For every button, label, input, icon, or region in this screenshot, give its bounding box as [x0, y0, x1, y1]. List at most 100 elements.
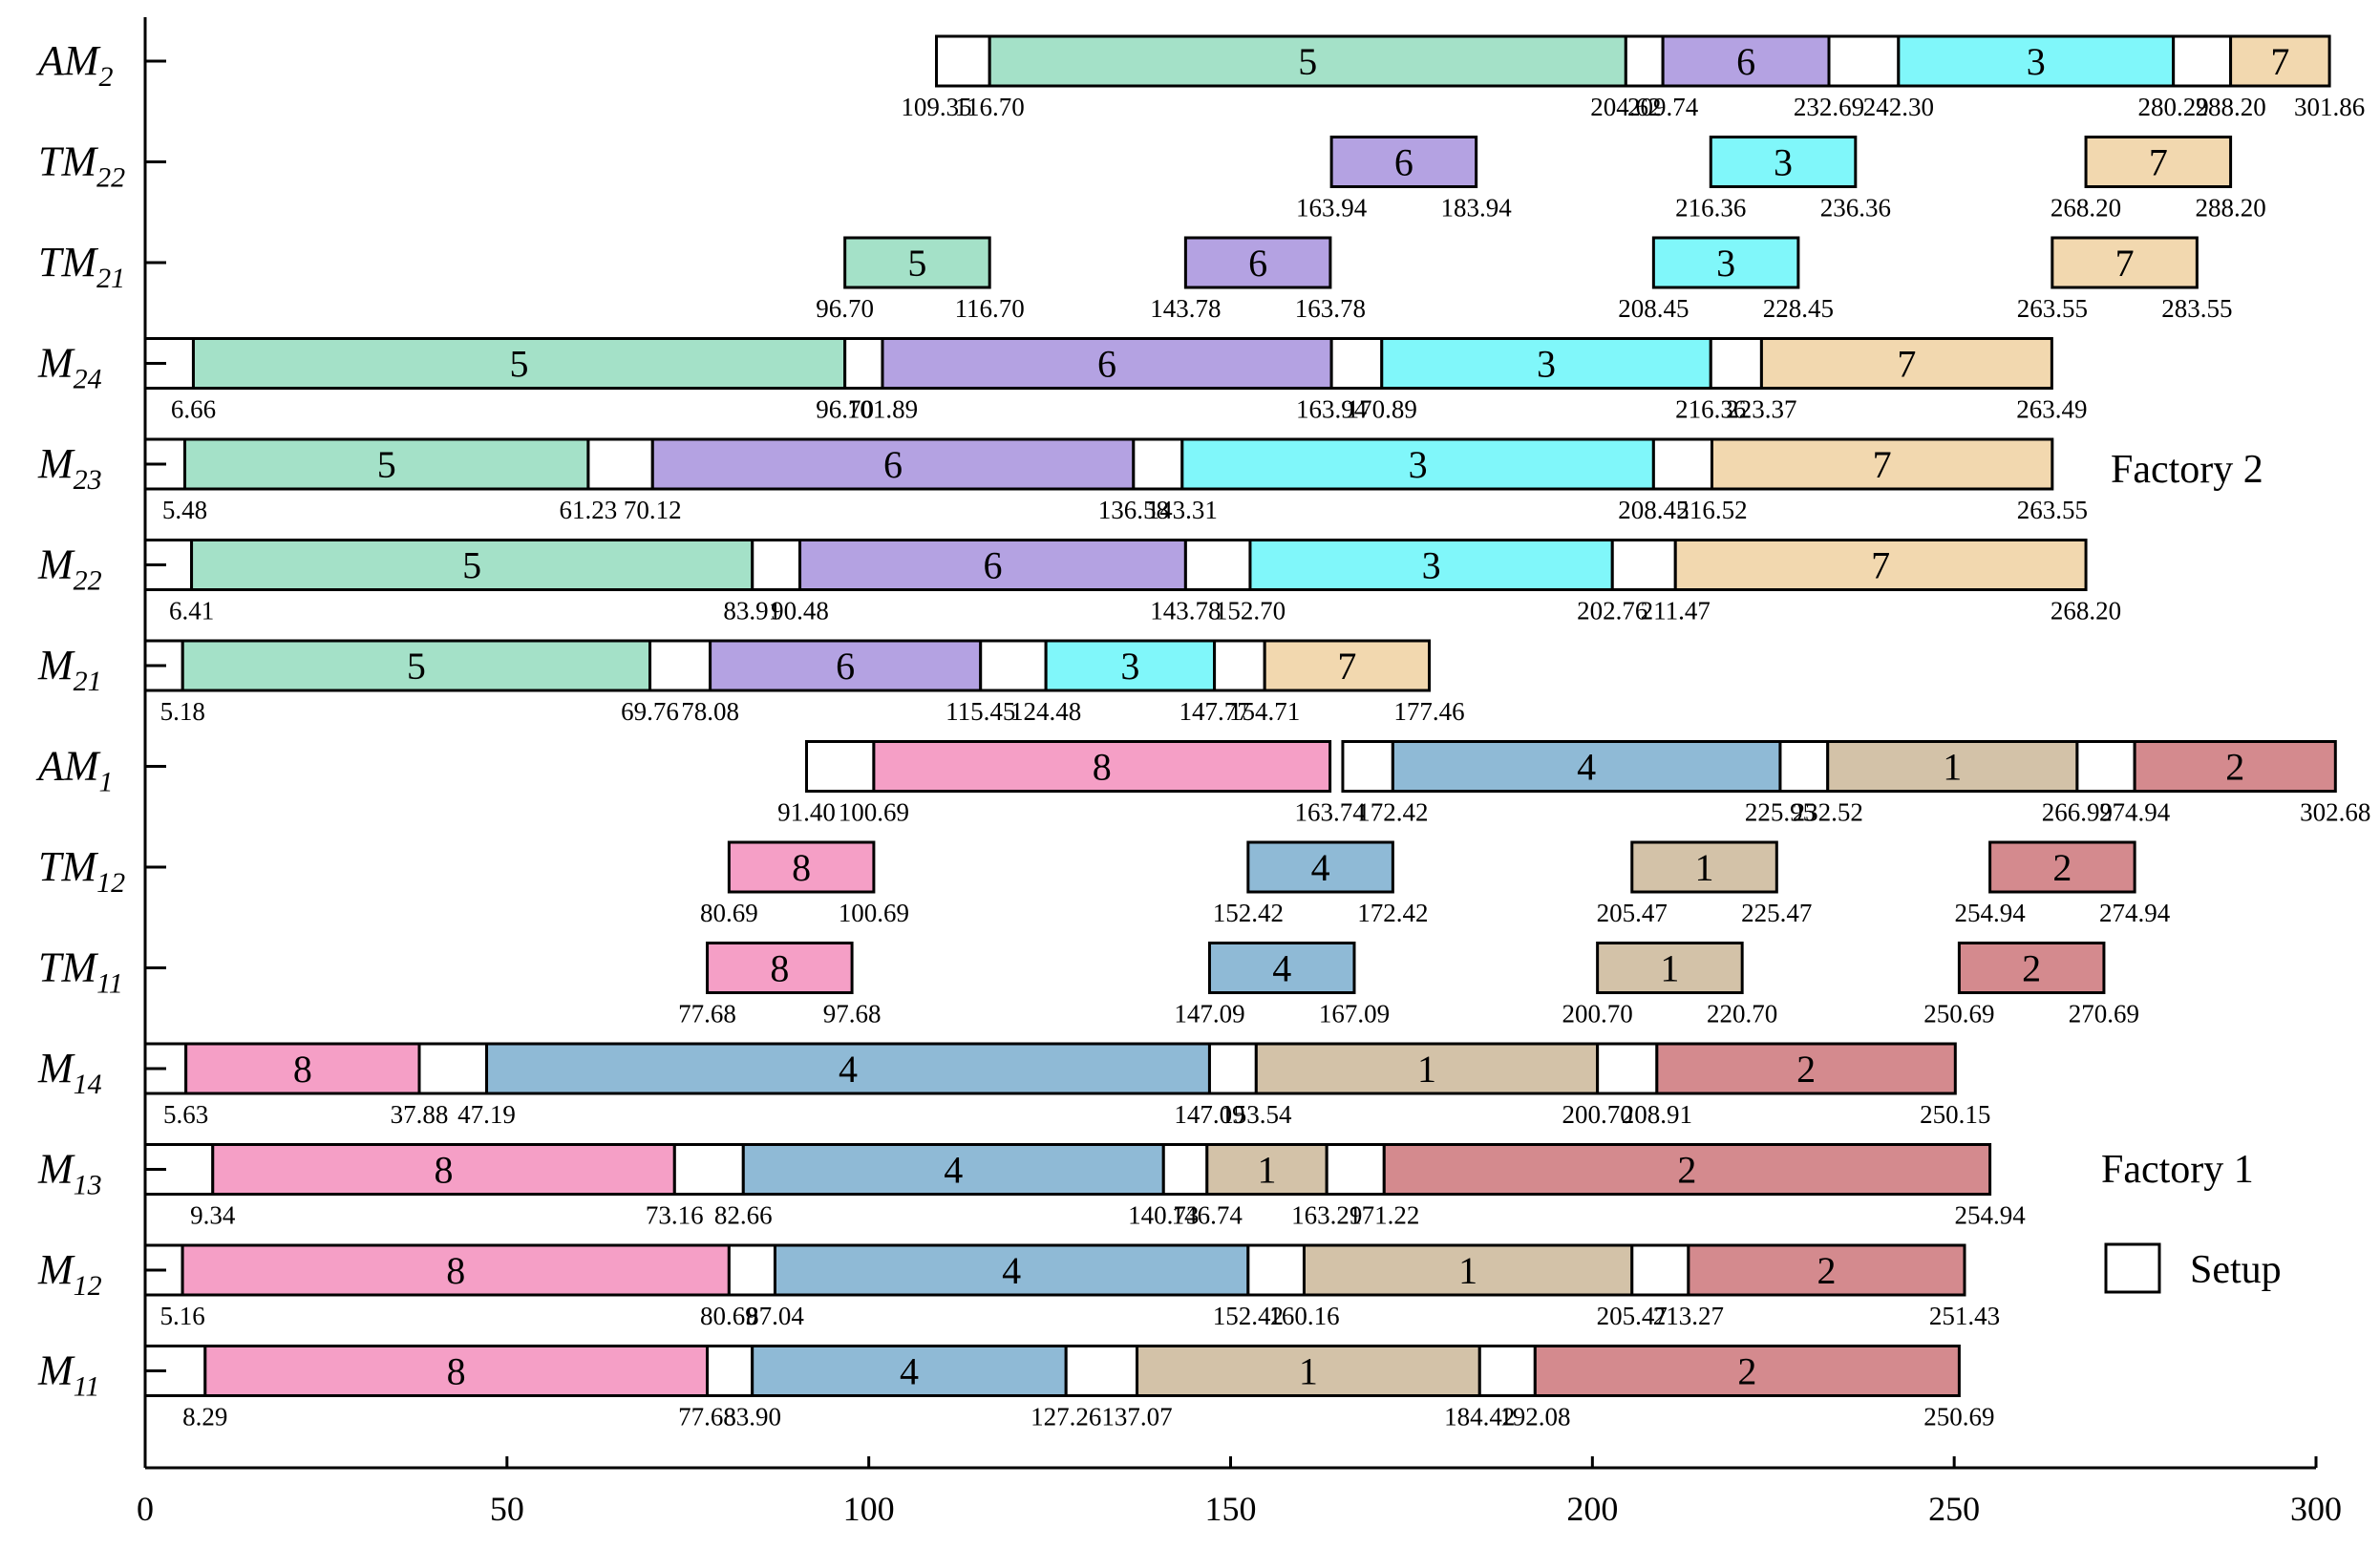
time-label: 143.31 [1147, 496, 1218, 524]
time-label: 208.91 [1622, 1100, 1692, 1129]
time-label: 147.77 [1179, 697, 1249, 726]
time-label: 80.69 [700, 899, 758, 927]
job-4-bar [1391, 740, 1782, 793]
setup-bar [805, 740, 876, 793]
time-label: 5.18 [160, 697, 205, 726]
setup-bar [1651, 437, 1713, 491]
time-label: 91.40 [777, 798, 836, 827]
time-label: 172.42 [1357, 899, 1428, 927]
time-label: 200.70 [1562, 1100, 1633, 1129]
job-7-bar [1710, 437, 2054, 491]
job-3-bar [1897, 34, 2176, 88]
time-label: 101.89 [847, 395, 918, 424]
job-4-bar [741, 1143, 1165, 1196]
time-label: 140.73 [1128, 1201, 1199, 1230]
time-label: 6.66 [171, 395, 216, 424]
job-2-bar [1655, 1042, 1957, 1095]
time-label: 254.94 [1954, 899, 2026, 927]
time-label: 216.52 [1676, 496, 1747, 524]
job-label: 4 [1577, 746, 1596, 789]
time-label: 90.48 [771, 597, 829, 626]
time-label: 163.94 [1296, 395, 1368, 424]
time-label: 242.30 [1863, 93, 1934, 121]
job-5-bar [183, 437, 590, 491]
job-label: 1 [1458, 1249, 1477, 1292]
job-3-bar [1248, 539, 1614, 591]
job-label: 7 [1337, 645, 1356, 688]
row-label: TM12 [38, 843, 125, 899]
time-label: 251.43 [1929, 1302, 2000, 1330]
job-label: 6 [1097, 343, 1116, 386]
time-label: 274.94 [2099, 899, 2171, 927]
job-8-bar [181, 1243, 731, 1297]
job-3-bar [1044, 639, 1217, 692]
time-label: 115.45 [946, 697, 1015, 726]
job-label: 7 [1871, 544, 1890, 587]
row-label: TM11 [38, 944, 123, 1000]
job-label: 8 [770, 947, 789, 990]
setup-bar [1213, 639, 1266, 692]
x-tick-label: 200 [1566, 1490, 1618, 1528]
time-label: 97.68 [823, 1000, 882, 1028]
job-7-bar [2229, 34, 2331, 88]
time-label: 184.42 [1444, 1403, 1515, 1431]
time-label: 143.78 [1150, 294, 1221, 323]
job-label: 8 [435, 1149, 454, 1192]
job-3-bar [1709, 136, 1858, 188]
job-3-bar [1380, 337, 1712, 390]
job-1-bar [1302, 1243, 1634, 1297]
job-8-bar [706, 942, 854, 994]
time-label: 8.29 [182, 1403, 227, 1431]
time-label: 225.47 [1741, 899, 1812, 927]
time-label: 147.09 [1174, 1000, 1244, 1028]
job-label: 6 [1736, 40, 1755, 83]
setup-bar [1325, 1143, 1386, 1196]
job-label: 7 [2149, 141, 2168, 184]
job-8-bar [727, 840, 876, 894]
time-label: 208.45 [1618, 496, 1689, 524]
job-label: 4 [1002, 1249, 1021, 1292]
setup-bar [1778, 740, 1830, 793]
job-2-bar [1988, 840, 2136, 894]
x-tick-label: 250 [1928, 1490, 1980, 1528]
job-label: 5 [377, 443, 396, 486]
job-label: 8 [792, 846, 811, 889]
time-label: 268.20 [2051, 194, 2121, 223]
time-label: 163.29 [1291, 1201, 1362, 1230]
time-label: 70.12 [624, 496, 682, 524]
x-tick-label: 0 [137, 1490, 154, 1528]
time-label: 96.70 [816, 395, 874, 424]
time-label: 274.94 [2099, 798, 2171, 827]
time-label: 266.99 [2042, 798, 2113, 827]
job-6-bar [881, 337, 1333, 390]
job-label: 8 [447, 1350, 466, 1393]
time-label: 192.08 [1499, 1403, 1570, 1431]
time-label: 143.78 [1150, 597, 1221, 626]
job-6-bar [650, 437, 1136, 491]
time-label: 250.69 [1923, 1403, 1994, 1431]
time-label: 268.20 [2051, 597, 2121, 626]
time-label: 250.69 [1923, 1000, 1994, 1028]
job-2-bar [1957, 942, 2106, 994]
job-label: 2 [1796, 1048, 1816, 1091]
job-1-bar [1630, 840, 1778, 894]
setup-bar [2075, 740, 2136, 793]
setup-bar [2172, 34, 2233, 88]
job-7-bar [2084, 136, 2233, 188]
job-6-bar [798, 539, 1187, 591]
row-label: AM2 [35, 37, 114, 93]
job-label: 4 [839, 1048, 858, 1091]
time-label: 127.26 [1031, 1403, 1101, 1431]
job-label: 4 [900, 1350, 919, 1393]
time-label: 302.68 [2300, 798, 2370, 827]
job-label: 2 [2052, 846, 2072, 889]
job-2-bar [2133, 740, 2337, 793]
time-label: 208.45 [1618, 294, 1689, 323]
job-label: 5 [1298, 40, 1317, 83]
x-tick-label: 150 [1205, 1490, 1257, 1528]
job-label: 1 [1417, 1048, 1436, 1091]
factory2-annotation: Factory 2 [2111, 448, 2263, 492]
time-label: 83.91 [723, 597, 781, 626]
job-label: 6 [1394, 141, 1413, 184]
job-label: 5 [907, 242, 926, 285]
